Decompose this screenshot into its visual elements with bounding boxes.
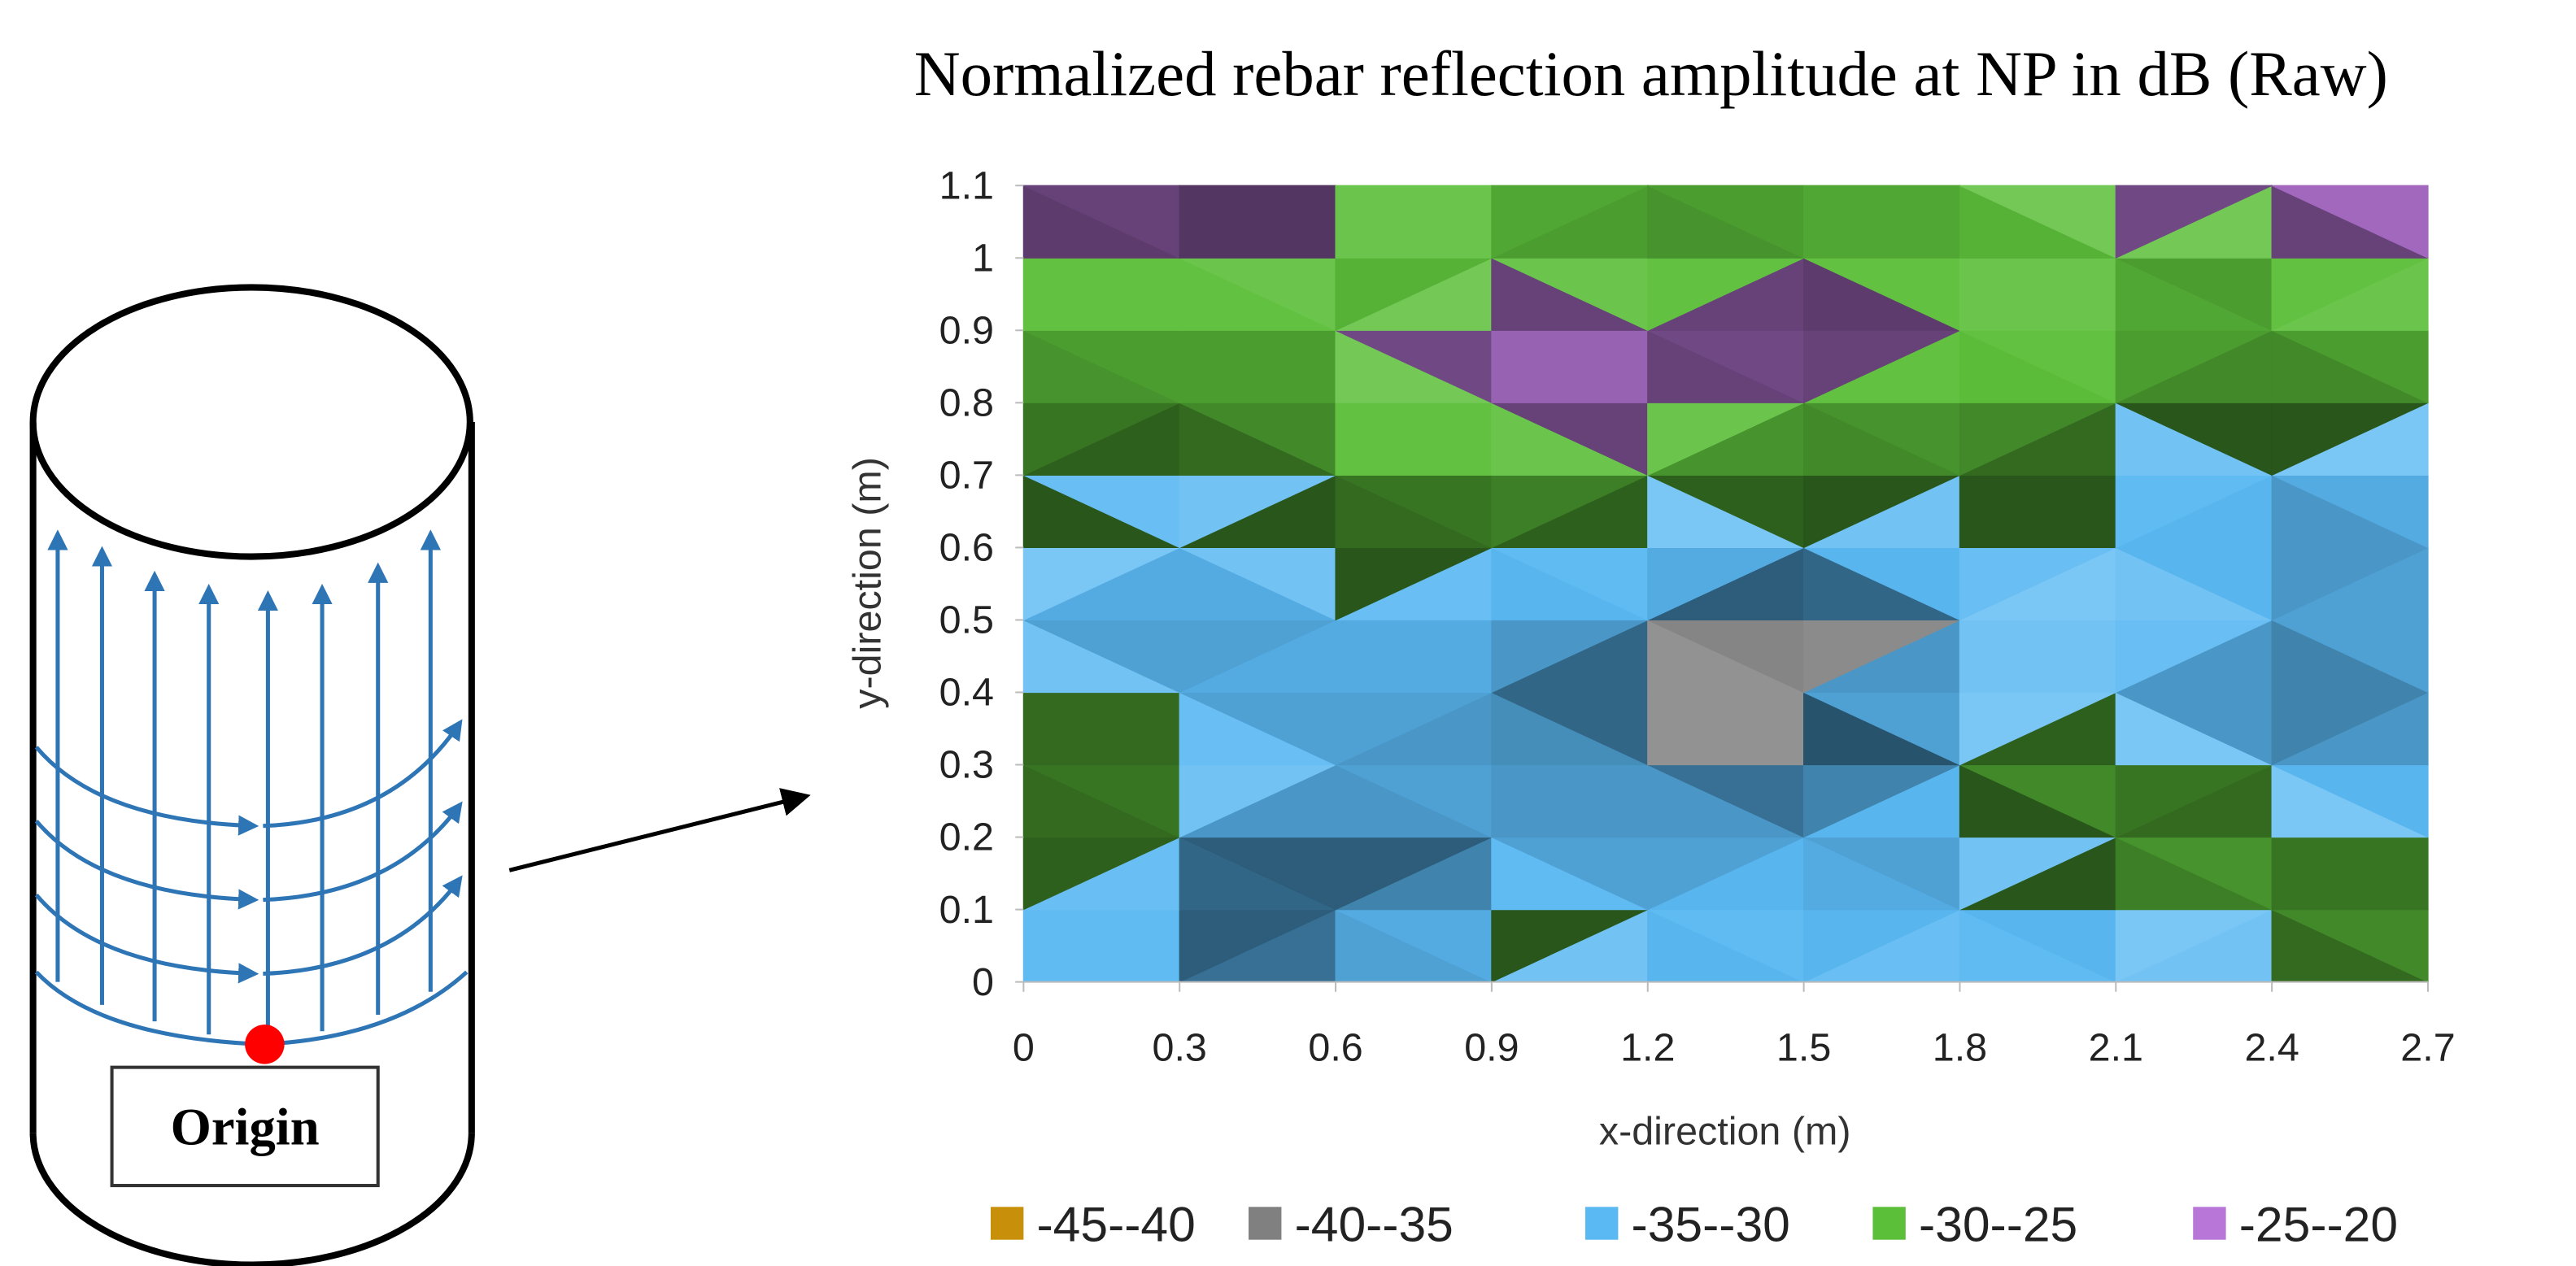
legend-swatch bbox=[1872, 1207, 1906, 1240]
x-tick-label: 1.5 bbox=[1776, 1026, 1831, 1070]
origin-dot bbox=[245, 1025, 285, 1064]
cylinder-diagram bbox=[29, 284, 475, 1266]
scan-arc bbox=[34, 746, 259, 836]
legend-label: -25--20 bbox=[2239, 1197, 2398, 1252]
chart-title: Normalized rebar reflection amplitude at… bbox=[914, 39, 2388, 110]
legend-label: -45--40 bbox=[1037, 1197, 1196, 1252]
y-tick-label: 0.3 bbox=[939, 743, 994, 787]
legend-label: -30--25 bbox=[1919, 1197, 2077, 1252]
x-tick-label: 2.7 bbox=[2400, 1026, 2455, 1070]
x-tick-label: 1.2 bbox=[1620, 1026, 1675, 1070]
scan-arc bbox=[263, 719, 463, 829]
scan-arc bbox=[263, 875, 463, 977]
cylinder-bottom bbox=[29, 1133, 475, 1266]
y-tick-label: 0.8 bbox=[939, 381, 994, 424]
origin-box bbox=[110, 1065, 380, 1188]
legend-swatch bbox=[1249, 1207, 1282, 1240]
y-tick-label: 0.5 bbox=[939, 598, 994, 642]
y-tick-label: 1 bbox=[972, 236, 994, 280]
y-tick-label: 1.1 bbox=[939, 163, 994, 207]
pointer-arrow bbox=[508, 788, 811, 872]
x-axis-label: x-direction (m) bbox=[1599, 1110, 1851, 1154]
y-tick-label: 0 bbox=[972, 960, 994, 1004]
contour-cell bbox=[1803, 185, 1960, 259]
x-tick-label: 0.6 bbox=[1308, 1026, 1362, 1070]
y-tick-label: 0.1 bbox=[939, 888, 994, 932]
x-tick-label: 0 bbox=[1013, 1026, 1035, 1070]
cylinder-top bbox=[29, 284, 473, 560]
x-tick-label: 0.3 bbox=[1153, 1026, 1207, 1070]
y-tick-label: 0.9 bbox=[939, 308, 994, 352]
scan-arc bbox=[34, 893, 259, 984]
scan-paths bbox=[34, 529, 469, 1046]
y-tick-label: 0.7 bbox=[939, 454, 994, 498]
legend-swatch bbox=[1585, 1207, 1619, 1240]
legend-label: -40--35 bbox=[1295, 1197, 1454, 1252]
legend-swatch bbox=[990, 1207, 1024, 1240]
x-tick-label: 1.8 bbox=[1933, 1026, 1987, 1070]
y-tick-label: 0.6 bbox=[939, 526, 994, 570]
contour-cell bbox=[1179, 185, 1336, 259]
x-tick-label: 2.4 bbox=[2244, 1026, 2299, 1070]
contour-cell bbox=[1491, 185, 1649, 259]
y-tick-label: 0.4 bbox=[939, 671, 994, 715]
contour-cell bbox=[2271, 185, 2429, 259]
y-axis-label: y-direction (m) bbox=[846, 457, 890, 709]
contour-cell bbox=[2115, 185, 2273, 259]
scan-arc bbox=[34, 820, 259, 910]
scan-arc bbox=[263, 801, 463, 903]
legend-swatch bbox=[2193, 1207, 2226, 1240]
x-tick-label: 0.9 bbox=[1464, 1026, 1519, 1070]
plot-area: 0 0.1 0.2 0.3 0.4 0.5 0.6 0.7 0.8 0.9 1 1.1 0 0.3 0.6 0… bbox=[939, 163, 2456, 1251]
legend-label: -35--30 bbox=[1632, 1197, 1790, 1252]
x-tick-label: 2.1 bbox=[2089, 1026, 2143, 1070]
origin-label: Origin bbox=[171, 1098, 320, 1156]
y-tick-label: 0.2 bbox=[939, 816, 994, 859]
